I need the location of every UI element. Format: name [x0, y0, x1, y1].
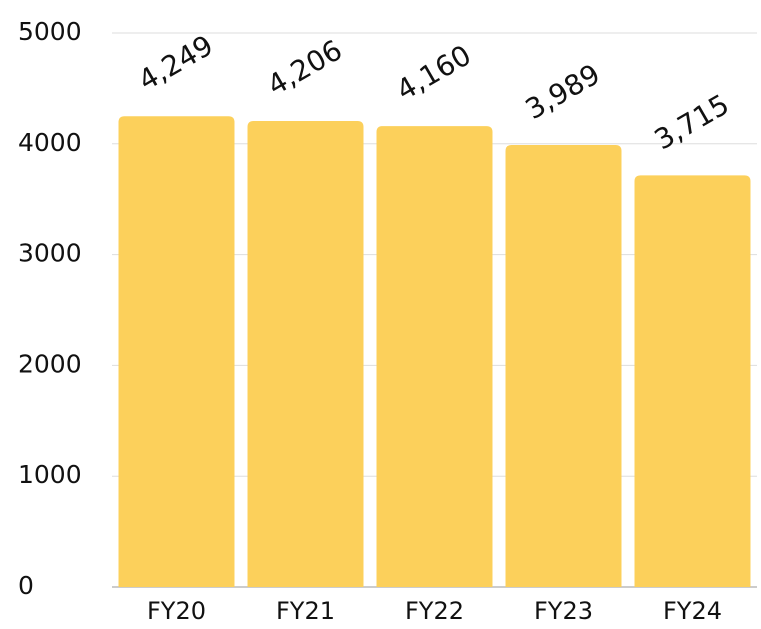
bar	[376, 126, 493, 588]
bar	[247, 120, 364, 588]
x-tick-label: FY24	[663, 597, 722, 625]
x-tick-label: FY21	[276, 597, 335, 625]
bar	[505, 145, 622, 587]
y-tick-label: 0	[18, 571, 34, 600]
bar	[118, 116, 235, 587]
bar	[634, 175, 751, 588]
x-tick-label: FY23	[534, 597, 593, 625]
value-label: 3,989	[520, 57, 606, 126]
y-tick-label: 5000	[18, 17, 82, 46]
value-label: 4,249	[133, 29, 219, 98]
x-tick-label: FY20	[147, 597, 206, 625]
y-tick-label: 4000	[18, 128, 82, 157]
y-tick-label: 1000	[18, 460, 82, 489]
value-label: 3,715	[649, 88, 735, 157]
x-tick-label: FY22	[405, 597, 464, 625]
y-tick-label: 3000	[18, 239, 82, 268]
value-label: 4,160	[391, 38, 477, 107]
value-label: 4,206	[262, 33, 348, 102]
y-tick-label: 2000	[18, 349, 82, 378]
